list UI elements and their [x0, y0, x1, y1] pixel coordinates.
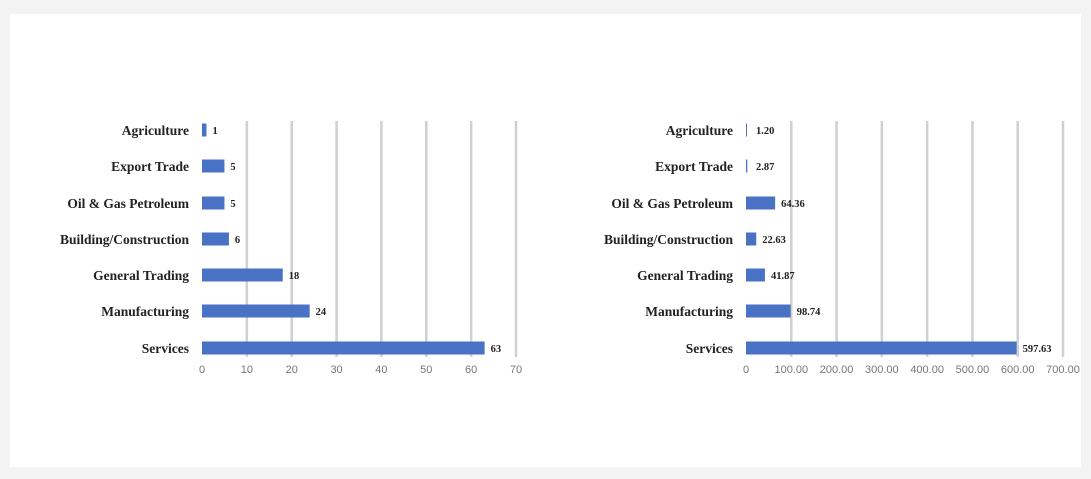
x-tick-label: 30: [330, 364, 342, 376]
category-label: Agriculture: [666, 123, 733, 138]
bar: [746, 196, 776, 210]
value-label: 98.74: [797, 307, 821, 318]
bar: [202, 196, 225, 210]
category-label: Export Trade: [655, 159, 733, 174]
bar: [202, 232, 229, 246]
value-label: 18: [289, 271, 300, 282]
value-label: 1: [212, 126, 217, 137]
bar: [202, 159, 225, 173]
x-tick-label: 500.00: [956, 364, 990, 376]
category-label: Manufacturing: [645, 304, 733, 319]
category-label: General Trading: [637, 268, 733, 283]
category-label: Agriculture: [122, 123, 189, 138]
category-label: Services: [686, 341, 733, 356]
x-tick-label: 700.00: [1046, 364, 1080, 376]
x-tick-label: 0: [199, 364, 205, 376]
x-tick-label: 50: [420, 364, 432, 376]
category-label: Oil & Gas Petroleum: [611, 196, 733, 211]
bar: [746, 123, 747, 137]
bar: [202, 304, 310, 318]
value-label: 24: [316, 307, 327, 318]
category-label: Services: [142, 341, 189, 356]
x-tick-label: 70: [510, 364, 522, 376]
value-label: 5: [230, 162, 235, 173]
x-tick-label: 60: [465, 364, 477, 376]
chart-panel: [10, 14, 1081, 467]
chart-2: 0 100.00 200.00 300.00 400.00 500.00 600.00 700…: [604, 121, 1080, 376]
bar: [746, 341, 1017, 355]
x-tick-label: 20: [286, 364, 298, 376]
value-label: 1.20: [756, 126, 774, 137]
bar: [202, 268, 283, 282]
bar: [746, 232, 757, 246]
x-tick-label: 600.00: [1001, 364, 1035, 376]
x-tick-label: 10: [241, 364, 253, 376]
bar: [746, 268, 765, 282]
category-label: Building/Construction: [604, 232, 734, 247]
value-label: 5: [230, 199, 235, 210]
value-label: 63: [491, 344, 502, 355]
bar: [202, 123, 207, 137]
x-tick-label: 200.00: [820, 364, 854, 376]
category-label: General Trading: [93, 268, 189, 283]
value-label: 41.87: [771, 271, 795, 282]
bar: [202, 341, 485, 355]
x-tick-label: 0: [743, 364, 749, 376]
bar: [746, 159, 748, 173]
value-label: 597.63: [1023, 344, 1052, 355]
bar: [746, 304, 791, 318]
chart-1: 0 10 20 30 40 50 60 70 Agriculture 1 Export Trade 5…: [60, 121, 522, 376]
category-label: Oil & Gas Petroleum: [67, 196, 189, 211]
value-label: 6: [235, 235, 240, 246]
x-tick-label: 400.00: [910, 364, 944, 376]
value-label: 22.63: [762, 235, 786, 246]
value-label: 64.36: [781, 199, 805, 210]
x-tick-label: 100.00: [774, 364, 808, 376]
category-label: Manufacturing: [101, 304, 189, 319]
category-label: Building/Construction: [60, 232, 190, 247]
x-tick-label: 300.00: [865, 364, 899, 376]
category-label: Export Trade: [111, 159, 189, 174]
value-label: 2.87: [756, 162, 774, 173]
x-tick-label: 40: [375, 364, 387, 376]
